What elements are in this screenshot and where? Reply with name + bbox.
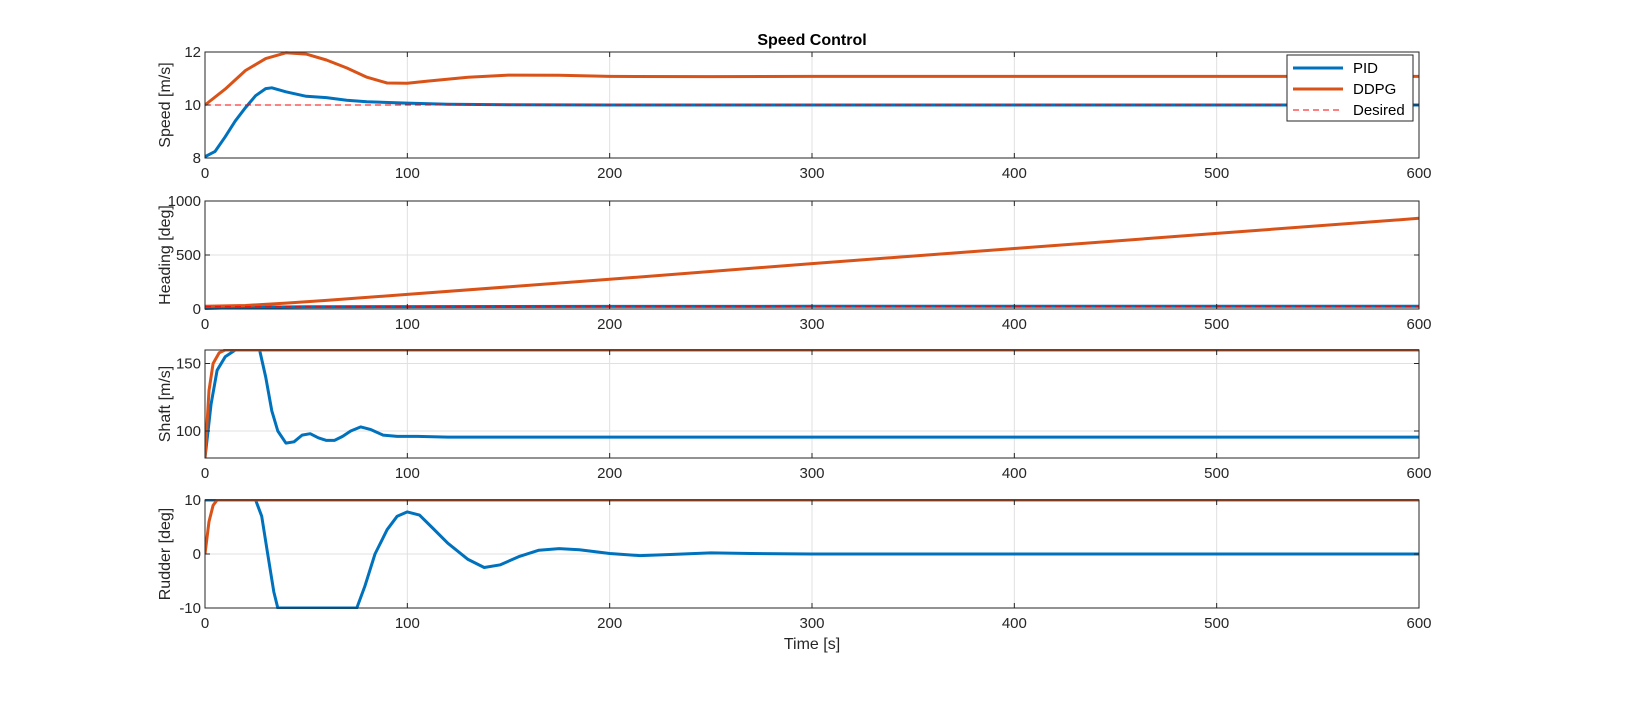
y-tick-label: 10 — [184, 97, 201, 114]
y-tick-label: 0 — [193, 301, 201, 318]
y-tick-label: 0 — [193, 546, 201, 563]
legend-label-pid: PID — [1353, 60, 1378, 77]
x-tick-label: 400 — [1002, 465, 1027, 482]
x-tick-label: 200 — [597, 316, 622, 333]
x-tick-label: 600 — [1406, 165, 1431, 182]
x-tick-label: 0 — [201, 465, 209, 482]
y-tick-label: 8 — [193, 150, 201, 167]
series-line-pid — [205, 86, 1419, 159]
x-axis-label: Time [s] — [784, 636, 840, 653]
series-line-ddpg — [205, 216, 1419, 308]
y-tick-label: 500 — [176, 247, 201, 264]
x-tick-label: 600 — [1406, 316, 1431, 333]
x-tick-label: 200 — [597, 465, 622, 482]
y-axis-label: Speed [m/s] — [157, 62, 174, 147]
x-tick-label: 100 — [395, 615, 420, 632]
y-axis-label: Heading [deg] — [157, 205, 174, 305]
x-tick-label: 300 — [799, 316, 824, 333]
x-tick-label: 100 — [395, 316, 420, 333]
x-tick-label: 400 — [1002, 165, 1027, 182]
legend-label-desired: Desired — [1353, 102, 1405, 119]
x-tick-label: 300 — [799, 615, 824, 632]
x-tick-label: 200 — [597, 615, 622, 632]
x-tick-label: 500 — [1204, 465, 1229, 482]
x-tick-label: 100 — [395, 165, 420, 182]
x-tick-label: 0 — [201, 165, 209, 182]
y-tick-label: 100 — [176, 423, 201, 440]
y-axis-label: Shaft [m/s] — [157, 366, 174, 442]
y-tick-label: -10 — [179, 600, 201, 617]
x-tick-label: 300 — [799, 165, 824, 182]
x-tick-label: 600 — [1406, 615, 1431, 632]
y-tick-label: 10 — [184, 492, 201, 509]
x-tick-label: 200 — [597, 165, 622, 182]
y-tick-label: 150 — [176, 356, 201, 373]
x-tick-label: 500 — [1204, 316, 1229, 333]
subplot-1: 0 100 200 300 400 500 600 8 10 12 Speed [m/s] — [157, 44, 1432, 182]
x-tick-label: 300 — [799, 465, 824, 482]
legend-label-ddpg: DDPG — [1353, 81, 1396, 98]
x-tick-label: 500 — [1204, 165, 1229, 182]
x-tick-label: 400 — [1002, 615, 1027, 632]
figure-title: Speed Control — [757, 32, 866, 49]
y-axis-label: Rudder [deg] — [157, 508, 174, 601]
x-tick-label: 600 — [1406, 465, 1431, 482]
y-tick-label: 1000 — [168, 193, 201, 210]
x-tick-label: 0 — [201, 316, 209, 333]
x-tick-label: 100 — [395, 465, 420, 482]
x-tick-label: 0 — [201, 615, 209, 632]
x-tick-label: 500 — [1204, 615, 1229, 632]
x-tick-label: 400 — [1002, 316, 1027, 333]
y-tick-label: 12 — [184, 44, 201, 61]
legend: PID DDPG Desired — [1286, 54, 1414, 122]
series-line-ddpg — [205, 51, 1419, 107]
